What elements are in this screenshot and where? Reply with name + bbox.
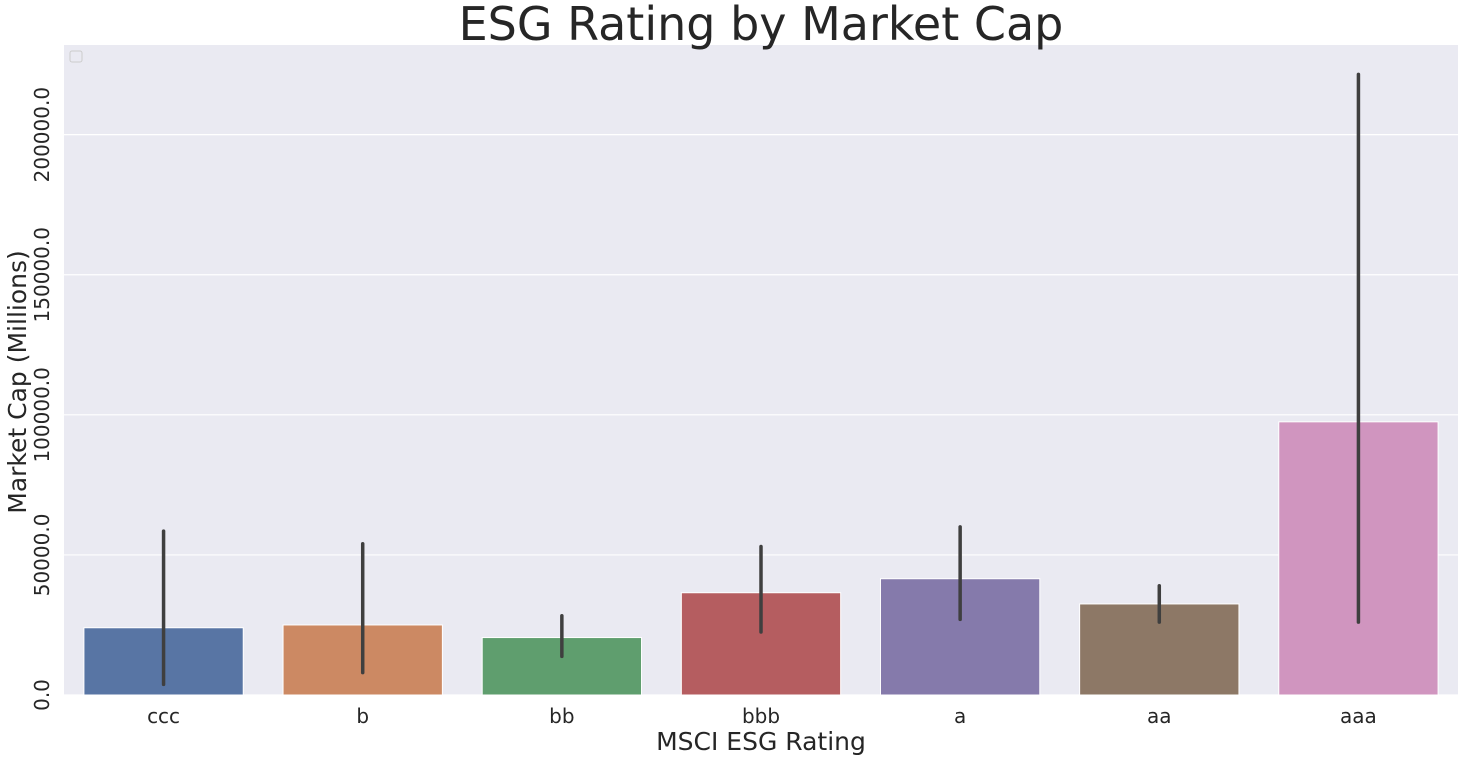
x-tick-label: ccc [147,704,180,728]
x-tick-labels: ccc b bb bbb a aa aaa [147,704,1377,728]
error-bars [161,72,1361,687]
x-tick-label: aa [1147,704,1172,728]
y-axis-label: Market Cap (Millions) [3,250,32,514]
chart-title: ESG Rating by Market Cap [459,0,1064,51]
x-tick-label: aaa [1340,704,1377,728]
y-tick-label: 100000.0 [30,367,54,462]
y-tick-label: 200000.0 [30,87,54,182]
bar-bbb [680,592,842,696]
x-tick-label: a [954,704,966,728]
y-tick-label: 150000.0 [30,227,54,322]
x-tick-label: bb [549,704,574,728]
legend-box [69,50,83,63]
y-tick-labels: 0.0 50000.0 100000.0 150000.0 200000.0 [30,87,54,711]
x-axis-label: MSCI ESG Rating [656,727,866,756]
y-tick-label: 50000.0 [30,514,54,597]
y-tick-label: 0.0 [30,679,54,711]
x-tick-label: bbb [742,704,780,728]
x-tick-label: b [356,704,369,728]
